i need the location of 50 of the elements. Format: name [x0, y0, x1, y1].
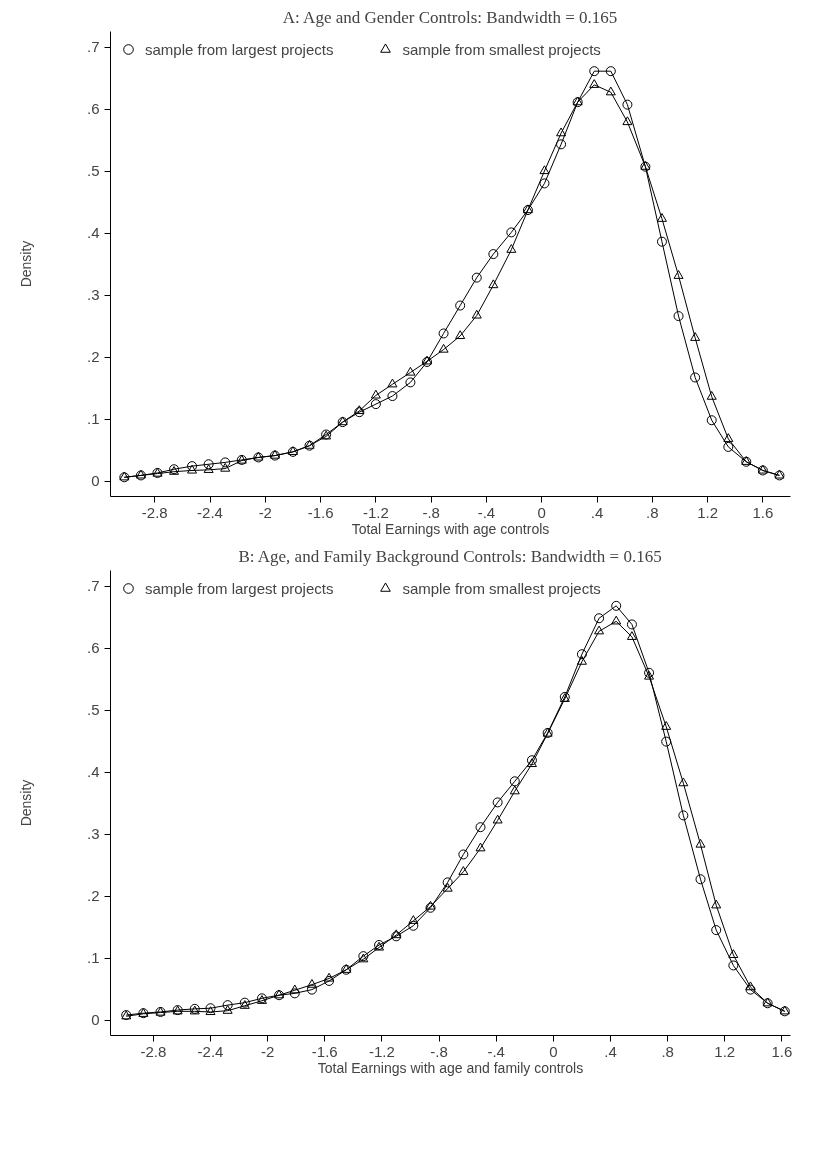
y-tick-label: 0 — [91, 1011, 100, 1028]
y-axis-title: Density — [17, 779, 34, 827]
x-tick-label: .8 — [646, 503, 659, 521]
y-tick-label: .1 — [86, 949, 100, 966]
x-tick-label: -.4 — [487, 1042, 505, 1060]
x-tick-label: -.8 — [430, 1042, 448, 1060]
x-axis-title: Total Earnings with age controls — [351, 520, 550, 537]
x-tick-label: -.8 — [422, 503, 440, 521]
chart-title: B: Age, and Family Background Controls: Bandwidth = 0.165 — [238, 546, 662, 566]
legend-label: sample from largest projects — [145, 40, 334, 58]
x-tick-label: -2.8 — [140, 1042, 167, 1060]
x-tick-label: .8 — [661, 1042, 674, 1060]
x-tick-label: 1.2 — [697, 503, 719, 521]
y-tick-label: .4 — [86, 224, 100, 241]
x-tick-label: -1.6 — [311, 1042, 338, 1060]
x-tick-label: 1.6 — [752, 503, 774, 521]
x-tick-label: -2 — [258, 503, 272, 521]
legend-label: sample from largest projects — [145, 579, 334, 597]
x-tick-label: -2.4 — [197, 1042, 224, 1060]
y-tick-label: .3 — [86, 825, 100, 842]
x-tick-label: 0 — [549, 1042, 558, 1060]
x-tick-label: 0 — [537, 503, 546, 521]
y-axis-title: Density — [17, 240, 34, 288]
x-tick-label: .4 — [590, 503, 604, 521]
x-tick-label: -2.8 — [141, 503, 168, 521]
y-tick-label: .1 — [86, 410, 100, 427]
x-tick-label: -1.6 — [307, 503, 334, 521]
y-tick-label: 0 — [91, 472, 100, 489]
y-tick-label: .5 — [86, 701, 100, 718]
x-axis-title: Total Earnings with age and family controls — [317, 1059, 584, 1076]
y-tick-label: .3 — [86, 286, 100, 303]
x-tick-label: .4 — [604, 1042, 617, 1060]
x-tick-label: -2.4 — [197, 503, 223, 521]
x-tick-label: -1.2 — [369, 1042, 395, 1060]
y-tick-label: .4 — [86, 763, 100, 780]
y-tick-label: .2 — [86, 348, 100, 365]
chart-title: A: Age and Gender Controls: Bandwidth = 0.165 — [282, 7, 618, 27]
x-tick-label: -1.2 — [362, 503, 389, 521]
y-tick-label: .5 — [86, 162, 100, 179]
y-tick-label: .7 — [86, 577, 100, 594]
y-tick-label: .6 — [86, 100, 100, 117]
y-tick-label: .2 — [86, 887, 100, 904]
y-tick-label: .6 — [86, 639, 100, 656]
x-tick-label: -2 — [260, 1042, 275, 1060]
y-tick-label: .7 — [86, 38, 100, 55]
legend-label: sample from smallest projects — [402, 579, 601, 597]
x-tick-label: 1.2 — [714, 1042, 736, 1060]
legend-label: sample from smallest projects — [402, 40, 601, 58]
x-tick-label: -.4 — [477, 503, 496, 521]
x-tick-label: 1.6 — [771, 1042, 793, 1060]
